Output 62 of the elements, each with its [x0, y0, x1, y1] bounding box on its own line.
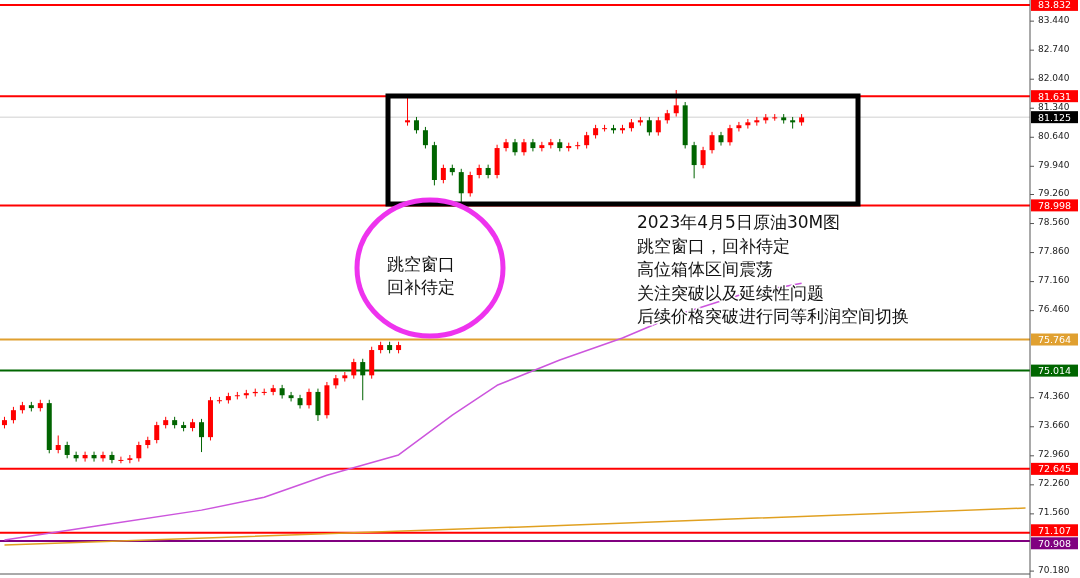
candlestick	[467, 171, 473, 198]
annotation: 高位箱体区间震荡	[637, 259, 773, 279]
candlestick	[136, 441, 142, 463]
candlestick	[306, 388, 312, 410]
candlestick	[646, 116, 652, 137]
y-tick-label: 70.180	[1038, 564, 1070, 575]
candlestick	[655, 116, 661, 137]
annotation: 2023年4月5日原油30M图	[637, 212, 841, 232]
candlestick	[736, 121, 742, 132]
candlestick	[539, 141, 545, 152]
ref-line-label: 75.764	[1037, 334, 1072, 346]
y-tick-label: 72.260	[1038, 478, 1070, 489]
candlestick	[154, 421, 160, 444]
annotation: 跳空窗口，回补待定	[637, 235, 790, 256]
candlestick	[199, 418, 205, 453]
candlestick	[458, 168, 464, 204]
y-tick-label: 76.460	[1038, 304, 1070, 315]
candlestick	[279, 384, 285, 400]
candlestick	[297, 394, 303, 410]
candlestick	[118, 456, 124, 464]
y-tick-label: 79.940	[1038, 159, 1070, 170]
candlestick	[745, 118, 751, 130]
ref-line-label: 81.125	[1037, 111, 1072, 123]
ref-line-label: 78.998	[1037, 199, 1072, 211]
y-tick-label: 78.560	[1038, 217, 1070, 228]
candlestick	[530, 138, 536, 152]
candlestick	[718, 131, 724, 147]
ref-line-label: 71.107	[1037, 524, 1072, 536]
candlestick	[709, 131, 715, 154]
candlestick	[440, 164, 446, 184]
annotation: 跳空窗口	[387, 254, 455, 274]
y-tick-label: 74.360	[1038, 391, 1070, 402]
candlestick	[503, 138, 509, 152]
ref-line-label: 81.631	[1037, 90, 1072, 102]
ref-line-label: 75.014	[1037, 365, 1072, 377]
y-tick-label: 82.740	[1038, 43, 1070, 54]
y-tick-label: 80.640	[1038, 130, 1070, 141]
candlestick	[127, 454, 133, 464]
candlestick	[405, 96, 411, 127]
y-tick-label: 77.860	[1038, 246, 1070, 257]
y-tick-label: 81.340	[1038, 101, 1070, 112]
y-tick-label: 82.040	[1038, 72, 1070, 83]
candlestick	[727, 124, 733, 147]
candlestick	[673, 89, 679, 118]
y-tick-label: 79.260	[1038, 188, 1070, 199]
y-tick-label: 73.660	[1038, 420, 1070, 431]
candlestick	[109, 451, 115, 464]
candlestick	[691, 141, 697, 179]
ref-line-label: 83.832	[1037, 0, 1072, 11]
candlestick	[422, 126, 428, 149]
y-tick-label: 72.960	[1038, 449, 1070, 460]
annotation: 回补待定	[387, 277, 455, 297]
ref-line-label: 72.645	[1037, 463, 1072, 475]
candlestick	[700, 146, 706, 169]
candlestick	[333, 374, 339, 390]
ref-line-label: 70.908	[1037, 537, 1072, 549]
y-tick-label: 77.160	[1038, 275, 1070, 286]
y-tick-label: 83.440	[1038, 14, 1070, 25]
candlestick	[315, 388, 321, 422]
candlestick	[288, 391, 294, 402]
candlestick	[351, 358, 357, 380]
y-tick-label: 71.560	[1038, 507, 1070, 518]
